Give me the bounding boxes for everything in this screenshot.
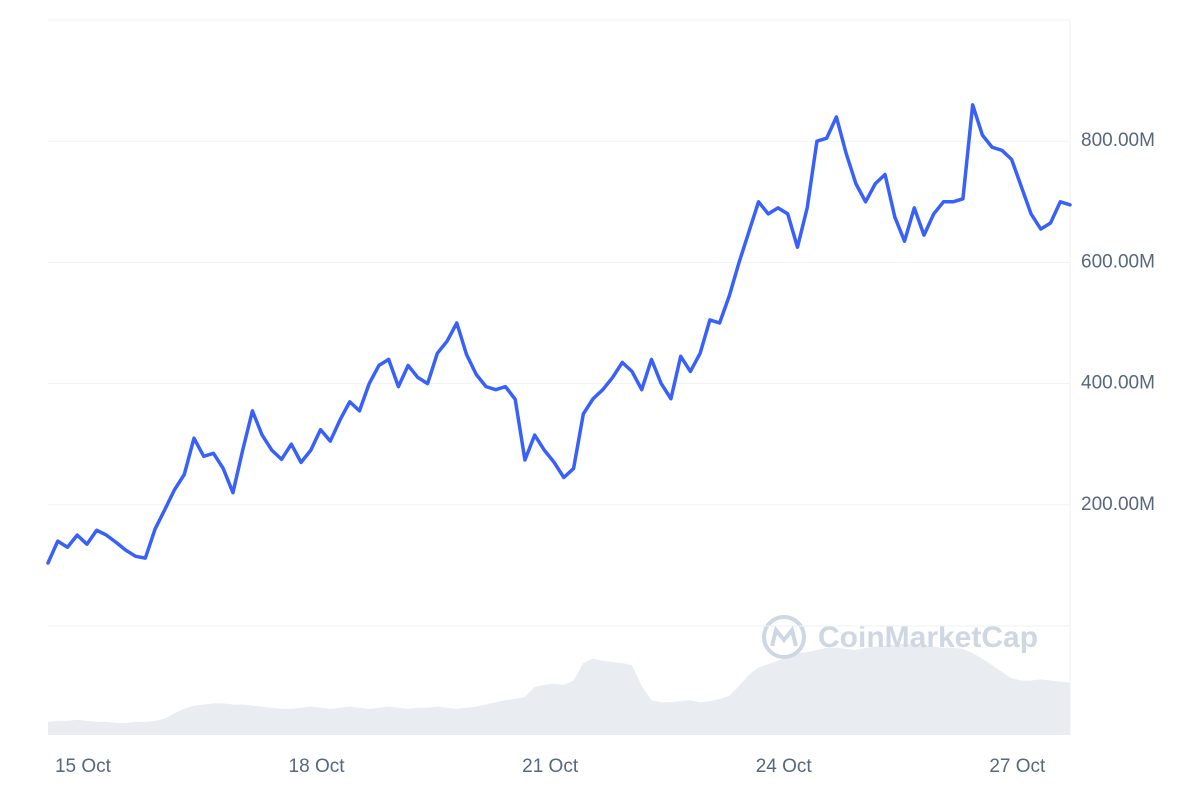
y-tick-label: 200.00M [1081, 494, 1155, 515]
x-tick-label: 18 Oct [289, 756, 346, 777]
x-tick-label: 15 Oct [55, 756, 112, 777]
y-tick-label: 600.00M [1081, 251, 1155, 272]
x-tick-label: 21 Oct [522, 756, 579, 777]
price-line [46, 103, 1072, 565]
y-tick-label: 800.00M [1081, 130, 1155, 151]
watermark-logo [762, 615, 806, 659]
volume-area [48, 643, 1070, 735]
watermark-logo-mark [770, 625, 798, 647]
watermark: CoinMarketCap [762, 615, 1038, 659]
y-tick-label: 400.00M [1081, 373, 1155, 394]
x-tick-label: 24 Oct [756, 756, 813, 777]
x-tick-label: 27 Oct [989, 756, 1046, 777]
